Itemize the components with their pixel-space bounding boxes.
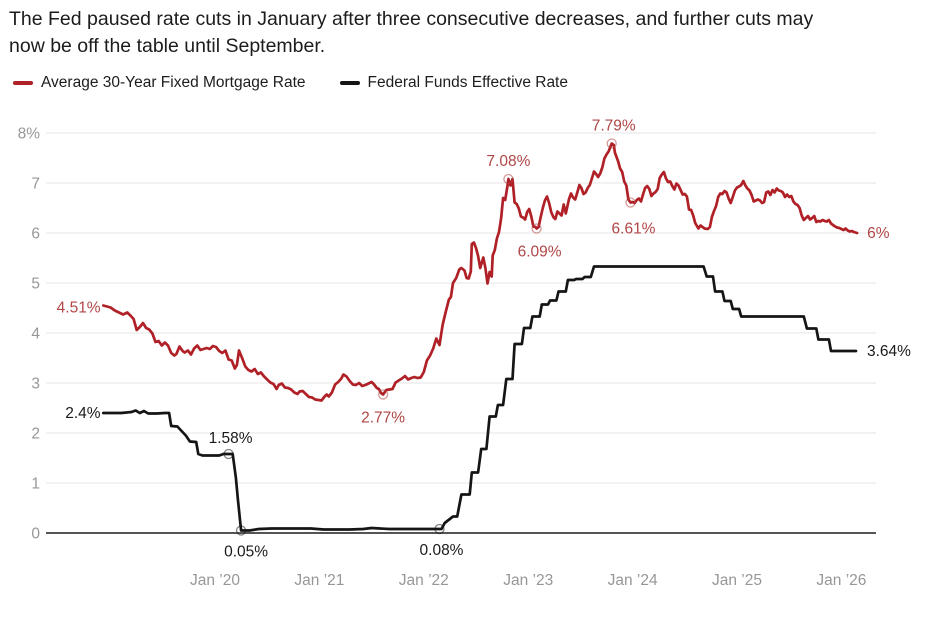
annotation-marker [531, 223, 542, 234]
y-tick-label: 7 [31, 176, 40, 193]
mortgage-line-swatch [13, 81, 33, 85]
x-tick-label: Jan ’20 [190, 572, 240, 589]
annotation-label: 6.61% [612, 221, 656, 238]
legend-label-fed-funds-rate: Federal Funds Effective Rate [367, 74, 568, 91]
annotation-label: 7.08% [486, 153, 530, 170]
annotation-label: 0.08% [420, 542, 464, 559]
x-tick-label: Jan ’24 [608, 572, 658, 589]
y-tick-label: 6 [31, 226, 40, 243]
y-tick-label: 3 [31, 376, 40, 393]
legend-item-fed-funds-rate: Federal Funds Effective Rate [339, 74, 568, 92]
headline-line-2: now be off the table until September. [9, 35, 326, 57]
annotation-marker [235, 525, 247, 536]
annotation-label: 7.79% [592, 118, 636, 135]
annotation-label: 2.4% [65, 405, 101, 422]
annotation-marker [223, 448, 234, 460]
annotation-label: 6% [867, 225, 890, 242]
x-tick-label: Jan ’22 [399, 572, 449, 589]
mortgage-line [101, 142, 859, 402]
y-tick-label: 2 [31, 426, 40, 443]
y-tick-label: 0 [31, 526, 40, 543]
y-tick-label: 1 [31, 476, 40, 493]
annotation-label: 4.51% [57, 300, 101, 317]
legend-item-mortgage-rate: Average 30-Year Fixed Mortgage Rate [13, 74, 306, 92]
x-tick-label: Jan ’23 [503, 572, 553, 589]
x-tick-label: Jan ’21 [294, 572, 344, 589]
chart-legend: Average 30-Year Fixed Mortgage Rate Fede… [13, 74, 568, 92]
x-tick-label: Jan ’25 [712, 572, 762, 589]
annotation-marker [434, 523, 445, 535]
annotation-marker [625, 197, 636, 208]
annotation-label: 1.58% [209, 430, 253, 447]
annotation-marker [377, 389, 389, 400]
annotation-label: 6.09% [518, 244, 562, 261]
y-tick-label: 5 [31, 276, 40, 293]
annotation-label: 2.77% [361, 410, 405, 427]
annotation-label: 0.05% [224, 544, 268, 561]
annotation-marker [606, 138, 617, 149]
y-tick-label: 8% [18, 126, 41, 143]
y-tick-label: 4 [31, 326, 40, 343]
annotation-marker [503, 173, 514, 185]
x-tick-label: Jan ’26 [816, 572, 866, 589]
fed-funds-line-swatch [339, 81, 360, 85]
legend-label-mortgage-rate: Average 30-Year Fixed Mortgage Rate [41, 74, 306, 91]
headline-line-1: The Fed paused rate cuts in January afte… [9, 8, 814, 30]
fedfunds-line [101, 265, 858, 532]
annotation-label: 3.64% [867, 343, 911, 360]
chart-headline: The Fed paused rate cuts in January afte… [9, 6, 909, 60]
